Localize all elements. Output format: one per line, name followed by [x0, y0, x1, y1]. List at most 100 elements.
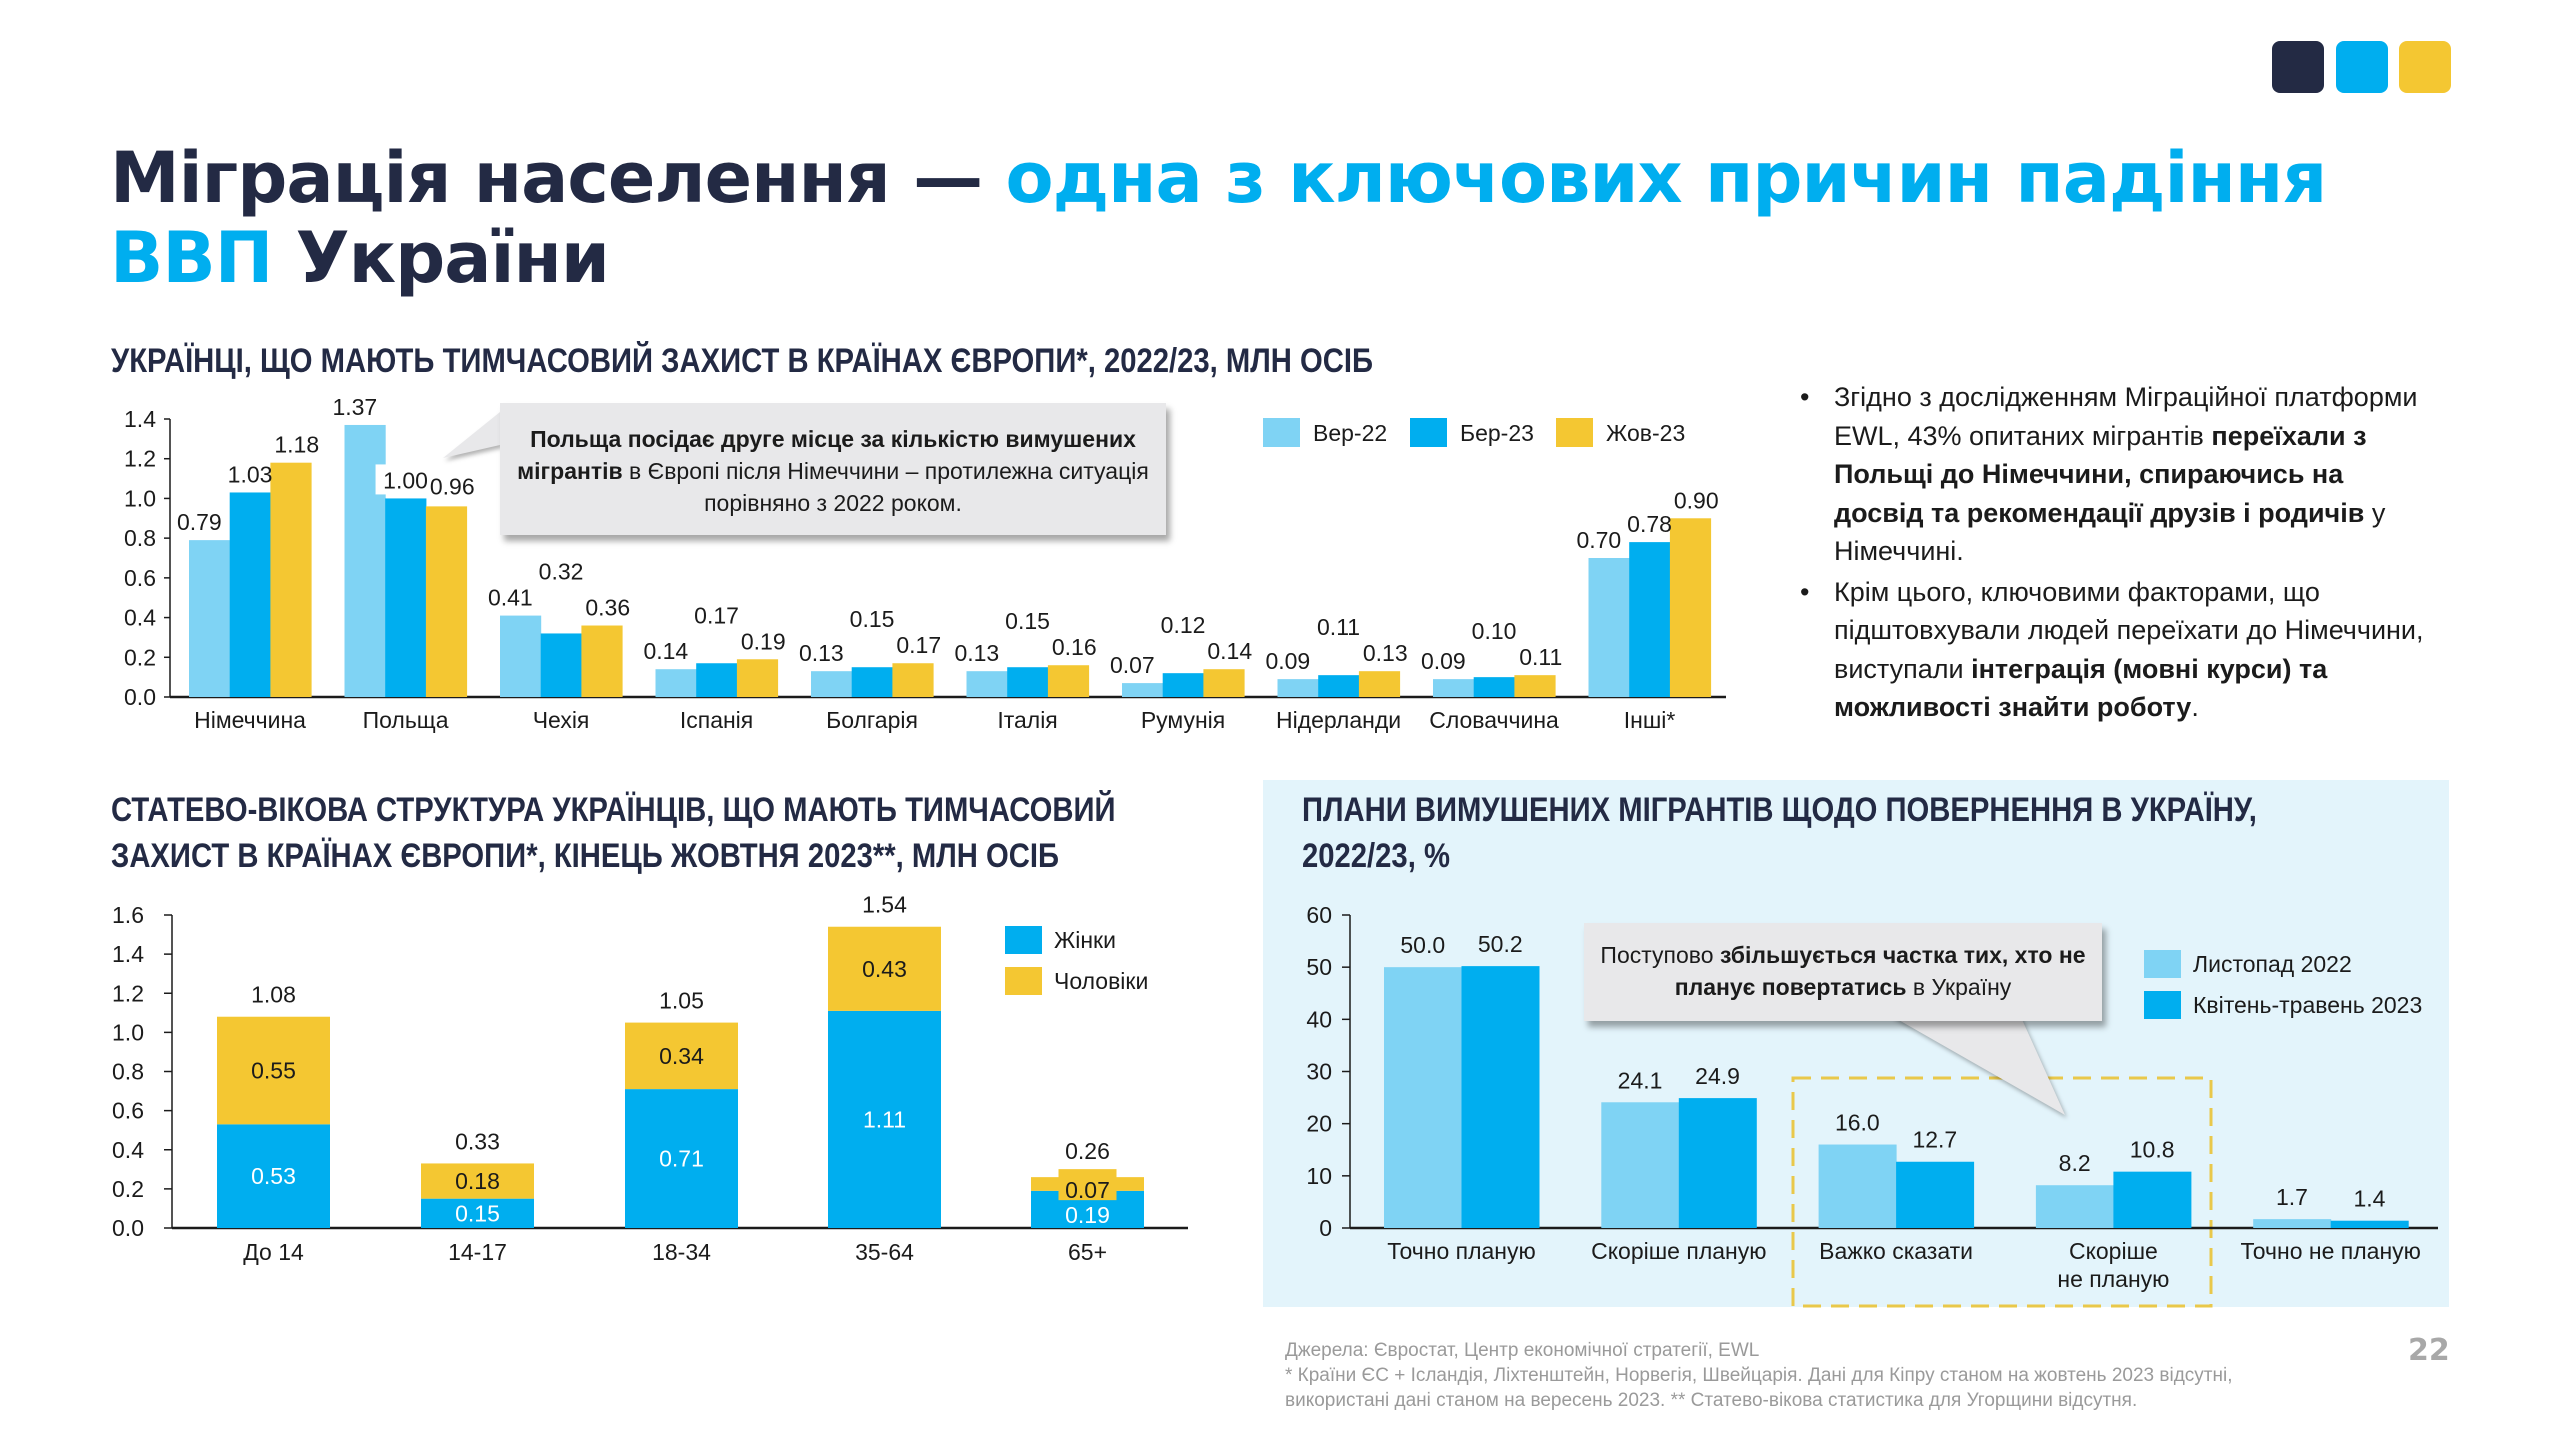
chart1-bar — [1277, 679, 1319, 697]
chart2-y-tick-label: 1.2 — [112, 980, 144, 1006]
chart1-bar — [270, 462, 312, 697]
chart1-data-label: 0.32 — [539, 559, 584, 585]
chart1-x-label: Словаччина — [1429, 707, 1559, 733]
chart1-y-tick-label: 1.2 — [124, 446, 156, 472]
title-part-4: України — [272, 217, 610, 299]
chart1-bar — [1514, 675, 1556, 697]
chart2-y-tick-label: 0.8 — [112, 1059, 144, 1085]
callout1-box: Польща посідає друге місце за кількістю … — [500, 403, 1166, 535]
chart1-legend-swatch — [1410, 418, 1447, 447]
chart2-men-label: 0.55 — [251, 1058, 296, 1084]
chart1-data-label: 0.41 — [488, 585, 533, 611]
chart1-data-label: 0.96 — [430, 473, 475, 499]
chart2-total-label: 1.54 — [862, 892, 907, 918]
chart1-data-label: 1.03 — [228, 461, 273, 487]
chart2-bar-women — [421, 1198, 534, 1228]
chart2-men-label: 0.34 — [659, 1043, 704, 1069]
chart3-legend-label: Листопад 2022 — [2193, 951, 2352, 977]
callout2-bold: збільшується частка тих, хто не планує п… — [1674, 942, 2086, 1000]
chart3-x-label: Точно планую — [1387, 1238, 1536, 1264]
chart1-x-label: Чехія — [533, 707, 590, 733]
chart1-bar — [966, 671, 1008, 697]
footer-notes: Джерела: Євростат, Центр економічної стр… — [1285, 1338, 2325, 1413]
chart1-data-label: 0.11 — [1519, 644, 1562, 670]
chart3-y-tick-label: 60 — [1306, 902, 1332, 928]
title-part-3: ВВП — [110, 217, 273, 299]
chart3-legend-swatch — [2144, 991, 2181, 1019]
page-title: Міграція населення — одна з ключових при… — [110, 137, 2328, 299]
chart2-bar-women — [217, 1124, 330, 1228]
chart1-data-label: 0.17 — [694, 602, 739, 628]
chart2-y-tick-label: 1.6 — [112, 902, 144, 928]
chart1-data-label: 1.18 — [274, 432, 319, 458]
chart1-data-label: 0.14 — [643, 638, 688, 664]
chart3-x-label: Точно не планую — [2240, 1238, 2420, 1264]
chart1-bar — [1203, 669, 1245, 697]
chart1-bar — [1629, 542, 1671, 697]
footer-sources: Джерела: Євростат, Центр економічної стр… — [1285, 1340, 1760, 1361]
chart1-bar — [1122, 683, 1164, 697]
chart1-data-label: 0.11 — [1317, 614, 1360, 640]
callout2-normal2: в Україну — [1906, 974, 2012, 1000]
chart3-bar — [2113, 1171, 2192, 1228]
chart2-y-tick-label: 0.2 — [112, 1176, 144, 1202]
chart1-data-label: 0.19 — [741, 628, 786, 654]
callout2-pointer — [1890, 1015, 2065, 1115]
chart2-men-label: 0.18 — [455, 1168, 500, 1194]
chart2-total-label: 0.26 — [1065, 1138, 1110, 1164]
callout1-pointer — [443, 412, 500, 458]
chart3-y-tick-label: 30 — [1306, 1059, 1332, 1085]
chart3-bar — [1818, 1144, 1897, 1228]
callout2-box: Поступово збільшується частка тих, хто н… — [1584, 923, 2102, 1021]
chart2-x-label: 35-64 — [855, 1239, 914, 1265]
bullet-item: Крім цього, ключовими факторами, що підш… — [1800, 573, 2440, 727]
chart1-data-label: 0.36 — [585, 595, 630, 621]
callout1-normal: в Європі після Німеччини – протилежна си… — [622, 458, 1149, 516]
chart1-bar — [1007, 667, 1049, 697]
chart1-x-label: Румунія — [1141, 707, 1225, 733]
chart3-y-tick-label: 0 — [1319, 1215, 1332, 1241]
chart1-legend-swatch — [1263, 418, 1300, 447]
chart1-bar — [892, 663, 934, 697]
chart3-svg: 0 10 20 30 40 50 60 50.0 50.2 Точно планую 24.1 24.… — [1306, 902, 2438, 1308]
chart1-bar — [1047, 665, 1090, 697]
brand-square-yellow — [2399, 41, 2451, 93]
chart1-x-label: Італія — [997, 707, 1057, 733]
chart1-bar — [1669, 518, 1712, 697]
bullet-bold-text: інтеграція (мовні курси) та можливості з… — [1834, 653, 2328, 723]
chart2-women-label: 0.71 — [659, 1146, 704, 1172]
chart1-data-label: 0.12 — [1161, 612, 1206, 638]
chart1-bar — [1588, 558, 1630, 697]
footer-note: * Країни ЄС + Ісландія, Ліхтенштейн, Нор… — [1285, 1365, 2233, 1411]
bullet-text: Згідно з дослідженням Міграційної платфо… — [1834, 382, 2418, 451]
chart3-data-label: 8.2 — [2059, 1150, 2091, 1176]
chart2-bar-men — [421, 1163, 534, 1199]
chart1-bar — [811, 671, 853, 697]
chart1-data-label: 1.00 — [383, 467, 428, 493]
chart1-data-label: 0.13 — [954, 640, 999, 666]
chart1-svg: 0.0 0.2 0.4 0.6 0.8 1.0 1.2 1.4 Німеччина Польща Ч… — [124, 394, 1726, 733]
chart3-data-label: 1.7 — [2276, 1184, 2308, 1210]
chart2-legend-swatch — [1005, 926, 1042, 954]
chart2-women-label: 1.11 — [863, 1106, 906, 1132]
chart1-bar — [851, 667, 893, 697]
chart2-women-label: 0.53 — [251, 1163, 296, 1189]
bullet-text: Крім цього, ключовими факторами, що підш… — [1834, 576, 2424, 684]
chart1-bar — [1473, 677, 1515, 697]
chart3-y-tick-label: 40 — [1306, 1006, 1332, 1032]
chart2-title-text: СТАТЕВО-ВІКОВА СТРУКТУРА УКРАЇНЦІВ, ЩО М… — [111, 791, 1116, 875]
chart3-legend-label: Квітень-травень 2023 — [2193, 992, 2422, 1018]
chart1-data-label: 0.90 — [1674, 487, 1719, 513]
chart1-bar — [385, 498, 427, 697]
chart2-x-label: 18-34 — [652, 1239, 711, 1265]
chart2-y-tick-label: 0.4 — [112, 1137, 144, 1163]
chart2-legend-swatch — [1005, 967, 1042, 995]
title-part-2: одна з ключових причин падіння — [1005, 137, 2328, 219]
chart3-data-label: 10.8 — [2130, 1137, 2175, 1163]
chart1-y-tick-label: 0.8 — [124, 525, 156, 551]
chart1-bar — [696, 663, 738, 697]
chart1-x-label: Інші* — [1624, 707, 1676, 733]
chart1-y-tick-label: 1.0 — [124, 485, 156, 511]
chart2-y-tick-label: 1.0 — [112, 1019, 144, 1045]
chart1-x-label: Німеччина — [194, 707, 306, 733]
